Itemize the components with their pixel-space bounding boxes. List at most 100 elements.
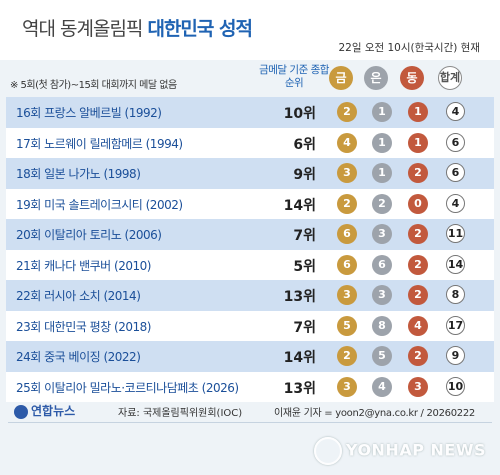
silver-medal-count: 8 bbox=[372, 315, 392, 336]
host-city: 캐나다 밴쿠버 (2010) bbox=[44, 258, 151, 273]
yonhap-logo: 연합뉴스 bbox=[14, 402, 75, 419]
gold-medal-count: 4 bbox=[337, 132, 357, 153]
bronze-medal-count: 1 bbox=[408, 102, 428, 122]
silver-medal-count: 1 bbox=[372, 132, 392, 153]
gold-medal-count: 2 bbox=[337, 102, 357, 122]
silver-medal-count: 3 bbox=[372, 285, 392, 305]
host-city: 러시아 소치 (2014) bbox=[44, 289, 141, 303]
row-label: 16회 프랑스 알베르빌 (1992) bbox=[16, 104, 162, 121]
gold-medal-count: 2 bbox=[337, 193, 357, 214]
gold-medal-count: 3 bbox=[337, 376, 357, 397]
yonhap-logo-icon bbox=[14, 404, 28, 419]
gold-medal-count: 3 bbox=[337, 285, 357, 305]
row-label: 24회 중국 베이징 (2022) bbox=[16, 348, 141, 365]
edition-number: 17회 bbox=[16, 136, 41, 151]
gold-medal-count: 3 bbox=[337, 163, 357, 183]
silver-medal-count: 1 bbox=[372, 102, 392, 122]
row-label: 25회 이탈리아 밀라노·코르티나담페초 (2026) bbox=[16, 379, 239, 396]
total-medal-count: 8 bbox=[446, 285, 465, 304]
silver-medal-count: 2 bbox=[372, 193, 392, 214]
silver-medal-header: 은 bbox=[364, 66, 388, 90]
footer-divider bbox=[8, 422, 492, 423]
gold-medal-count: 6 bbox=[337, 254, 357, 275]
host-city: 미국 솔트레이크시티 (2002) bbox=[44, 197, 183, 212]
edition-number: 23회 bbox=[16, 319, 41, 334]
bronze-medal-count: 2 bbox=[408, 346, 428, 366]
table-row: 16회 프랑스 알베르빌 (1992) 10위 2 1 1 4 bbox=[6, 97, 494, 128]
bronze-medal-count: 2 bbox=[408, 285, 428, 305]
row-label: 18회 일본 나가노 (1998) bbox=[16, 165, 141, 182]
edition-number: 25회 bbox=[16, 380, 41, 395]
total-medal-count: 4 bbox=[446, 102, 465, 121]
total-medal-count: 10 bbox=[446, 376, 465, 396]
total-medal-count: 6 bbox=[446, 163, 465, 182]
no-medal-note: ※ 5회(첫 참가)~15회 대회까지 메달 없음 bbox=[10, 80, 177, 91]
row-label: 22회 러시아 소치 (2014) bbox=[16, 287, 141, 304]
watermark: YONHAP NEWS bbox=[313, 437, 486, 465]
edition-number: 24회 bbox=[16, 350, 41, 364]
total-medal-count: 14 bbox=[446, 254, 465, 274]
host-city: 프랑스 알베르빌 (1992) bbox=[44, 106, 162, 120]
bronze-medal-count: 4 bbox=[408, 315, 428, 336]
overall-rank: 6위 bbox=[293, 136, 316, 153]
table-row: 19회 미국 솔트레이크시티 (2002) 14위 2 2 0 4 bbox=[6, 188, 494, 219]
total-medal-count: 4 bbox=[446, 193, 465, 213]
title-area: 역대 동계올림픽 대한민국 성적 22일 오전 10시(한국시간) 현재 bbox=[0, 0, 500, 60]
credit-text: 이재윤 기자 = yoon2@yna.co.kr / 20260222 bbox=[274, 408, 475, 419]
total-medal-count: 6 bbox=[446, 132, 465, 152]
overall-rank: 13위 bbox=[283, 380, 316, 397]
host-city: 중국 베이징 (2022) bbox=[44, 350, 141, 364]
table-row: 23회 대한민국 평창 (2018) 7위 5 8 4 17 bbox=[6, 310, 494, 341]
bronze-medal-count: 2 bbox=[408, 163, 428, 183]
row-label: 17회 노르웨이 릴레함메르 (1994) bbox=[16, 135, 183, 152]
row-label: 21회 캐나다 밴쿠버 (2010) bbox=[16, 257, 151, 274]
gold-medal-header: 금 bbox=[329, 66, 353, 90]
logo-text: 연합뉴스 bbox=[31, 404, 76, 418]
total-medal-header: 합계 bbox=[438, 66, 462, 90]
host-city: 이탈리아 토리노 (2006) bbox=[44, 228, 162, 242]
bronze-medal-count: 0 bbox=[408, 193, 428, 214]
gold-medal-count: 5 bbox=[337, 315, 357, 336]
overall-rank: 13위 bbox=[283, 289, 316, 305]
source-text: 자료: 국제올림픽위원회(IOC) bbox=[118, 408, 243, 419]
overall-rank: 10위 bbox=[283, 106, 316, 122]
total-medal-count: 17 bbox=[446, 315, 465, 335]
gold-medal-count: 6 bbox=[337, 224, 357, 244]
bronze-medal-count: 2 bbox=[408, 224, 428, 244]
row-label: 20회 이탈리아 토리노 (2006) bbox=[16, 226, 162, 243]
total-medal-count: 9 bbox=[446, 346, 465, 365]
edition-number: 21회 bbox=[16, 258, 41, 273]
overall-rank: 7위 bbox=[293, 228, 316, 244]
edition-number: 20회 bbox=[16, 228, 41, 242]
table-row: 24회 중국 베이징 (2022) 14위 2 5 2 9 bbox=[6, 341, 494, 372]
silver-medal-count: 4 bbox=[372, 376, 392, 397]
row-label: 23회 대한민국 평창 (2018) bbox=[16, 318, 151, 335]
overall-rank: 9위 bbox=[293, 167, 316, 183]
silver-medal-count: 1 bbox=[372, 163, 392, 183]
timestamp: 22일 오전 10시(한국시간) 현재 bbox=[338, 42, 480, 54]
host-city: 일본 나가노 (1998) bbox=[44, 167, 141, 181]
bronze-medal-header: 동 bbox=[400, 66, 424, 90]
watermark-text: YONHAP NEWS bbox=[345, 440, 486, 460]
table-row: 21회 캐나다 밴쿠버 (2010) 5위 6 6 2 14 bbox=[6, 249, 494, 280]
host-city: 노르웨이 릴레함메르 (1994) bbox=[44, 136, 183, 151]
overall-rank: 7위 bbox=[293, 319, 316, 336]
gold-medal-count: 2 bbox=[337, 346, 357, 366]
page-title: 역대 동계올림픽 대한민국 성적 bbox=[22, 14, 253, 41]
title-highlight: 대한민국 성적 bbox=[147, 18, 252, 40]
edition-number: 22회 bbox=[16, 289, 41, 303]
overall-rank: 5위 bbox=[293, 258, 316, 275]
table-row: 18회 일본 나가노 (1998) 9위 3 1 2 6 bbox=[6, 158, 494, 189]
host-city: 이탈리아 밀라노·코르티나담페초 (2026) bbox=[44, 380, 239, 395]
total-medal-count: 11 bbox=[446, 224, 465, 243]
overall-rank: 14위 bbox=[283, 197, 316, 214]
silver-medal-count: 3 bbox=[372, 224, 392, 244]
bronze-medal-count: 3 bbox=[408, 376, 428, 397]
silver-medal-count: 6 bbox=[372, 254, 392, 275]
footer: 연합뉴스 자료: 국제올림픽위원회(IOC) 이재윤 기자 = yoon2@yn… bbox=[0, 402, 500, 475]
silver-medal-count: 5 bbox=[372, 346, 392, 366]
table-row: 20회 이탈리아 토리노 (2006) 7위 6 3 2 11 bbox=[6, 219, 494, 250]
table-row: 25회 이탈리아 밀라노·코르티나담페초 (2026) 13위 3 4 3 10 bbox=[6, 371, 494, 402]
table-row: 17회 노르웨이 릴레함메르 (1994) 6위 4 1 1 6 bbox=[6, 127, 494, 158]
table-row: 22회 러시아 소치 (2014) 13위 3 3 2 8 bbox=[6, 280, 494, 311]
